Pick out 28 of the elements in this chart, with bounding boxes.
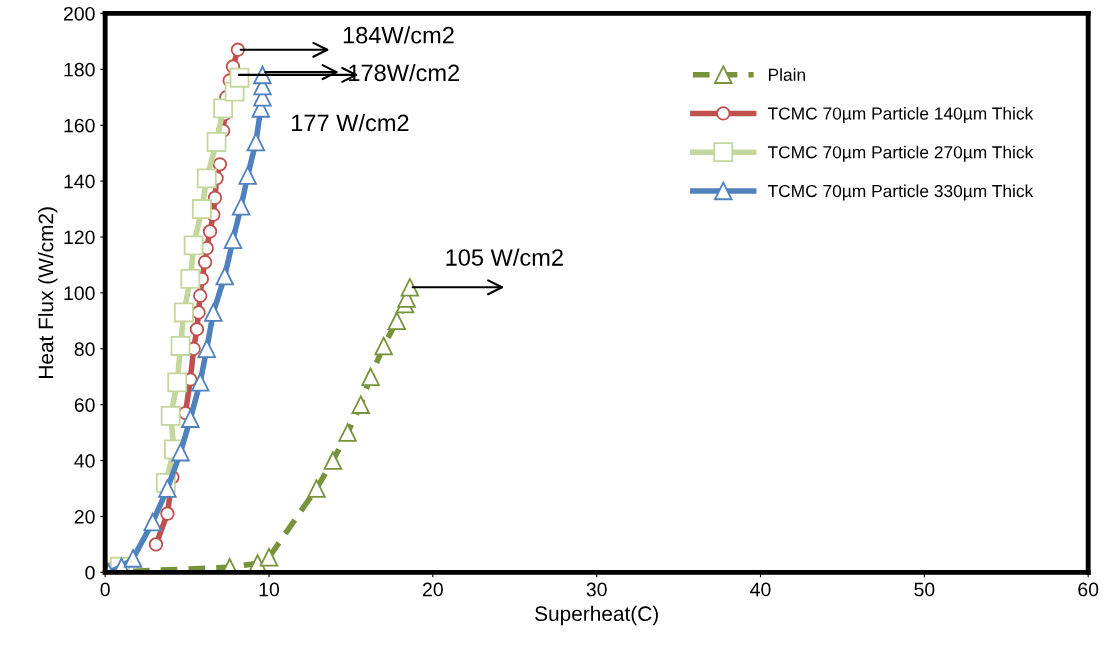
legend-label: Plain [768,68,806,81]
y-tick-label: 60 [74,398,95,412]
y-tick-label: 160 [64,118,95,133]
x-tick-label: 30 [586,582,607,597]
y-tick-label: 0 [85,565,95,580]
legend-label: TCMC 70µm Particle 270µm Thick [767,145,1034,162]
x-tick-label: 50 [914,582,935,597]
x-tick-label: 60 [1078,582,1099,597]
y-tick-label: 180 [64,62,95,77]
x-axis-title: Superheat(C) [535,605,658,626]
x-tick-label: 20 [423,582,443,597]
legend-label: TCMC 70µm Particle 140µm Thick [767,106,1034,124]
y-tick-label: 200 [63,6,95,21]
y-tick-label: 80 [74,342,95,357]
x-tick-label: 0 [100,582,110,597]
legend-label: TCMC 70µm Particle 330µm Thick [767,184,1034,201]
annotation: 177 W/cm2 [292,113,409,132]
y-tick-label: 120 [64,230,95,245]
annotation: 178W/cm2 [349,63,459,82]
y-tick-label: 40 [74,454,95,468]
x-tick-label: 40 [750,582,771,597]
y-tick-label: 20 [74,509,95,524]
annotation: 105 W/cm2 [446,248,563,266]
annotation: 184W/cm2 [343,26,454,44]
y-axis-title: Heat Flux (W/cm2) [38,207,58,378]
y-tick-label: 100 [64,286,95,301]
y-tick-label: 140 [64,174,95,189]
x-tick-label: 10 [259,582,280,597]
